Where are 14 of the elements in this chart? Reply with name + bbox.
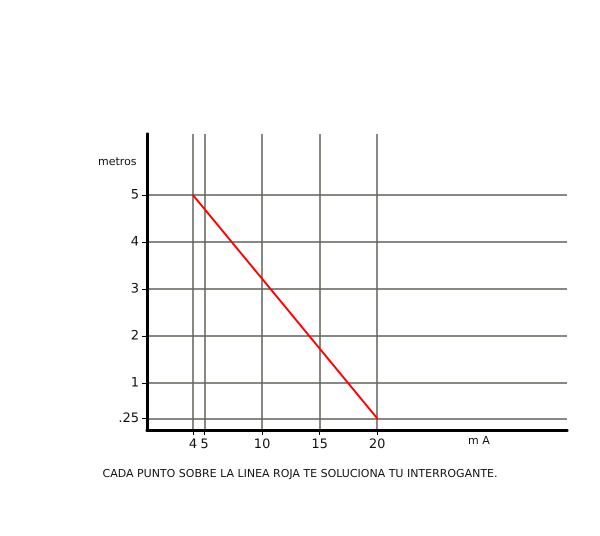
y-axis-title: metros	[98, 155, 137, 168]
y-tick-label: 1	[130, 376, 139, 391]
y-tick-label: 2	[130, 328, 139, 344]
x-tick-label: 10	[254, 437, 270, 452]
text: CADA PUNTO SOBRE LA LINEA ROJA TE SOLUCIONA TU INTERROGANTE.	[102, 467, 498, 480]
x-tick-label: 15	[311, 437, 328, 452]
y-tick-label: 3	[130, 282, 139, 297]
x-tick-label: 4	[188, 437, 198, 452]
x-axis-title: m A	[468, 434, 490, 447]
y-tick-label: 4	[130, 234, 139, 250]
y-tick-label: 5	[130, 188, 139, 203]
y-tick-label: .25	[118, 410, 139, 426]
x-tick-label: 20	[368, 437, 386, 452]
x-tick-label: 5	[200, 437, 209, 452]
